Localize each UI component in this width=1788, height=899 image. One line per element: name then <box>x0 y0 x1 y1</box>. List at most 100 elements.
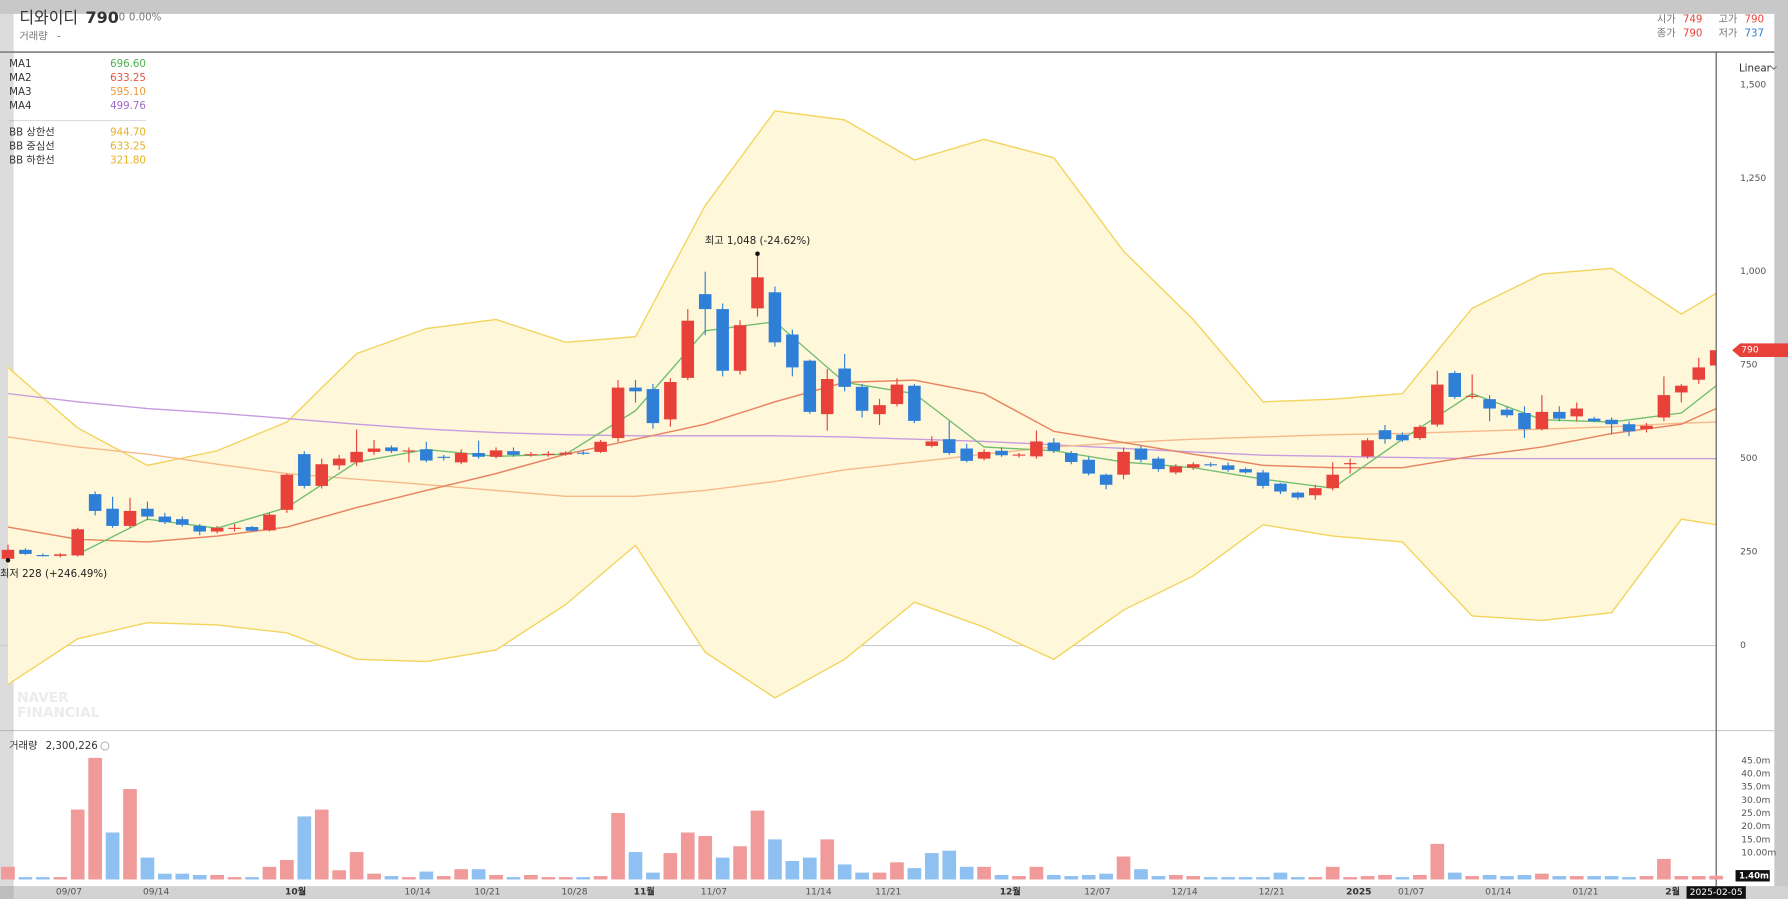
x-tick-label: 12월 <box>1000 885 1021 897</box>
candle-body <box>1152 458 1165 470</box>
volume-bar <box>1430 843 1445 880</box>
date-tag-label: 2025-02-05 <box>1690 888 1743 898</box>
volume-bar <box>1046 874 1061 880</box>
candle-body <box>803 360 817 412</box>
x-tick-label: 01/21 <box>1572 887 1598 897</box>
x-tick-label: 12/07 <box>1084 887 1110 897</box>
candle-body <box>228 527 241 529</box>
x-tick-label: 11/14 <box>805 887 831 897</box>
volume-bar <box>53 877 68 880</box>
volume-bar <box>1221 877 1235 880</box>
candle-body <box>873 405 886 415</box>
candle-body <box>280 474 294 510</box>
y-tick-label: 0 <box>1740 641 1746 651</box>
candle-body <box>489 450 503 457</box>
volume-bar <box>1203 877 1218 880</box>
legend-name: BB 하한선 <box>9 154 55 167</box>
candle-body <box>995 450 1008 456</box>
watermark: NAVER <box>17 690 69 706</box>
candle-body <box>838 368 851 387</box>
volume-bar <box>1447 872 1462 880</box>
candle-body <box>768 292 782 343</box>
candle-body <box>1274 483 1287 492</box>
candle-body <box>1134 448 1148 460</box>
candle-body <box>263 514 276 531</box>
candle-body <box>786 334 799 368</box>
volume-tick-label: 10.00m <box>1741 849 1776 859</box>
candle-body <box>1483 399 1496 409</box>
candle-body <box>1465 395 1479 397</box>
close-icon[interactable] <box>100 741 110 751</box>
candle-body <box>925 441 939 446</box>
y-tick-label: 500 <box>1740 454 1758 464</box>
x-tick-label: 10/28 <box>561 887 587 897</box>
candle-body <box>1204 464 1217 466</box>
candle-body <box>88 494 102 511</box>
candle-body <box>542 453 555 455</box>
volume-tick-label: 15.0m <box>1741 835 1770 845</box>
x-axis-strip <box>0 886 1788 899</box>
volume-bar <box>802 857 817 880</box>
volume-bar <box>1639 876 1654 880</box>
volume-bar <box>524 874 538 880</box>
y-tick-label: 1,500 <box>1740 80 1766 90</box>
volume-bar <box>959 866 974 880</box>
volume-bar <box>1465 876 1480 880</box>
volume-bar <box>1134 869 1148 880</box>
volume-bar <box>924 853 939 880</box>
volume-bar <box>1238 877 1253 880</box>
volume-bar <box>837 864 852 880</box>
volume-bar <box>262 866 277 880</box>
x-tick-label: 11/07 <box>701 887 727 897</box>
price-pane <box>0 110 1717 699</box>
extreme-dot <box>5 558 11 563</box>
volume-bar <box>1535 873 1549 880</box>
legend-name: MA1 <box>9 58 31 70</box>
ohlc-label: 종가 <box>1657 27 1676 39</box>
volume-bar <box>750 810 765 880</box>
candle-body <box>106 508 119 526</box>
candle-body <box>942 439 956 454</box>
candle-body <box>1099 474 1113 485</box>
volume-bar <box>506 877 521 880</box>
volume-total: 2,300,226 <box>46 740 98 752</box>
volume-bar <box>1500 876 1514 880</box>
volume-bar <box>70 809 85 880</box>
x-tick-label: 01/14 <box>1485 887 1511 897</box>
dropdown-icon[interactable] <box>1770 65 1778 71</box>
candle-body <box>751 277 764 309</box>
candle-body <box>1326 474 1339 489</box>
candle-body <box>594 441 607 452</box>
candle-body <box>1448 373 1462 397</box>
candle-body <box>1518 413 1531 430</box>
volume-tick-label: 35.0m <box>1741 783 1770 793</box>
volume-bar <box>471 869 486 880</box>
volume-bar <box>1256 877 1270 880</box>
volume-bar <box>907 868 922 880</box>
candle-body <box>524 454 538 456</box>
candle-body <box>1553 411 1566 419</box>
volume-bar <box>280 859 294 880</box>
volume-tick-label: 30.0m <box>1741 796 1770 806</box>
volume-bar <box>367 873 381 880</box>
volume-bar <box>890 862 904 880</box>
volume-label: 거래량 <box>19 31 48 43</box>
scale-toggle[interactable]: Linear <box>1739 63 1772 75</box>
volume-bar <box>123 788 137 880</box>
legend-value: 499.76 <box>110 100 146 112</box>
candle-body <box>1361 440 1374 457</box>
x-tick-label: 10/14 <box>404 887 430 897</box>
volume-bar <box>384 876 399 880</box>
x-tick-label: 09/07 <box>56 887 82 897</box>
candle-body <box>1675 385 1688 393</box>
candle-body <box>1587 418 1601 422</box>
volume-bar <box>680 832 695 880</box>
volume-bar <box>36 877 50 880</box>
x-tick-label: 12/14 <box>1171 887 1197 897</box>
date-tag <box>1686 886 1746 899</box>
candle-body <box>576 452 590 454</box>
candle-body <box>611 387 625 439</box>
volume-bar <box>820 839 835 880</box>
volume-bar <box>646 872 660 880</box>
